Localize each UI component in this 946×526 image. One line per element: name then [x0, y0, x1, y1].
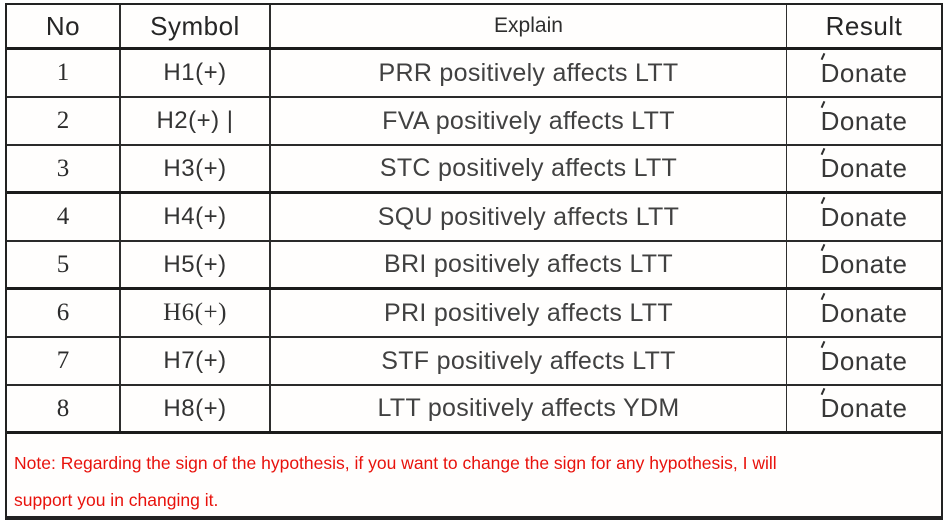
table-row: 1 H1(+) PRR positively affects LTT Donat… [7, 50, 941, 98]
cell-result: Donate [787, 242, 941, 287]
cell-result: Donate [787, 338, 941, 384]
hypothesis-result: Donate [820, 57, 908, 88]
note-section: Note: Regarding the sign of the hypothes… [7, 434, 941, 519]
header-explain-label: Explain [494, 14, 563, 37]
cell-no: 5 [7, 242, 121, 287]
table-header-row: No Symbol Explain Result [7, 5, 941, 50]
hypothesis-result: Donate [820, 297, 908, 328]
table-row: 2 H2(+) | FVA positively affects LTT Don… [7, 98, 941, 146]
cell-no: 6 [7, 290, 121, 336]
row-number: 8 [56, 394, 70, 422]
cell-result: Donate [787, 146, 941, 191]
cell-symbol: H3(+) [121, 146, 271, 191]
hypothesis-symbol: H3(+) [163, 154, 227, 182]
hypothesis-result: Donate [820, 249, 908, 279]
cell-no: 8 [7, 386, 121, 431]
hypothesis-symbol: H5(+) [163, 250, 227, 278]
header-cell-symbol: Symbol [121, 5, 271, 47]
hypothesis-explain: SQU positively affects LTT [377, 202, 680, 231]
cell-explain: SQU positively affects LTT [271, 194, 787, 240]
hypothesis-explain: PRI positively affects LTT [384, 298, 673, 327]
hypothesis-symbol: H2(+) | [156, 107, 234, 134]
cell-no: 7 [7, 338, 121, 384]
cell-explain: PRR positively affects LTT [271, 50, 787, 96]
cell-explain: PRI positively affects LTT [271, 290, 787, 336]
hypothesis-symbol: H6(+) [163, 299, 227, 326]
hypothesis-symbol: H1(+) [163, 59, 227, 86]
hypothesis-result: Donate [820, 201, 908, 232]
cell-result: Donate [787, 194, 941, 240]
header-cell-explain: Explain [271, 5, 787, 47]
header-result-label: Result [825, 10, 903, 41]
hypothesis-result: Donate [820, 153, 908, 183]
cell-symbol: H6(+) [121, 290, 271, 336]
cell-explain: LTT positively affects YDM [271, 386, 787, 431]
table-row: 5 H5(+) BRI positively affects LTT Donat… [7, 242, 941, 290]
cell-explain: STC positively affects LTT [271, 146, 787, 191]
header-cell-no: No [7, 5, 121, 47]
header-symbol-label: Symbol [150, 10, 240, 41]
hypothesis-result: Donate [820, 105, 908, 136]
cell-symbol: H4(+) [121, 194, 271, 240]
cell-explain: STF positively affects LTT [271, 338, 787, 384]
cell-symbol: H1(+) [121, 50, 271, 96]
table-row: 6 H6(+) PRI positively affects LTT Donat… [7, 290, 941, 338]
table-row: 3 H3(+) STC positively affects LTT Donat… [7, 146, 941, 194]
header-no-label: No [45, 10, 81, 41]
hypothesis-symbol: H4(+) [163, 203, 227, 230]
cell-no: 3 [7, 146, 121, 191]
hypothesis-symbol: H7(+) [163, 347, 227, 374]
cell-result: Donate [787, 50, 941, 96]
row-number: 5 [56, 250, 70, 278]
hypothesis-symbol: H8(+) [163, 394, 227, 422]
row-number: 2 [56, 107, 70, 134]
row-number: 6 [56, 299, 70, 326]
hypothesis-explain: LTT positively affects YDM [377, 394, 680, 422]
hypothesis-explain: STF positively affects LTT [381, 346, 676, 375]
note-line-1: Note: Regarding the sign of the hypothes… [14, 453, 777, 473]
hypothesis-result: Donate [820, 393, 908, 423]
cell-explain: BRI positively affects LTT [271, 242, 787, 287]
cell-explain: FVA positively affects LTT [271, 98, 787, 144]
hypotheses-table: No Symbol Explain Result 1 H1(+) PRR pos… [5, 3, 943, 520]
cell-result: Donate [787, 98, 941, 144]
cell-result: Donate [787, 290, 941, 336]
table-row: 4 H4(+) SQU positively affects LTT Donat… [7, 194, 941, 242]
hypothesis-result: Donate [820, 345, 908, 376]
table-row: 7 H7(+) STF positively affects LTT Donat… [7, 338, 941, 386]
cell-symbol: H7(+) [121, 338, 271, 384]
row-number: 1 [56, 59, 70, 86]
cell-no: 1 [7, 50, 121, 96]
hypothesis-explain: FVA positively affects LTT [382, 106, 675, 135]
table-row: 8 H8(+) LTT positively affects YDM Donat… [7, 386, 941, 434]
cell-symbol: H8(+) [121, 386, 271, 431]
cell-no: 4 [7, 194, 121, 240]
hypothesis-explain: PRR positively affects LTT [378, 58, 679, 87]
cell-symbol: H2(+) | [121, 98, 271, 144]
header-cell-result: Result [787, 5, 941, 47]
cell-symbol: H5(+) [121, 242, 271, 287]
cell-no: 2 [7, 98, 121, 144]
hypothesis-explain: BRI positively affects LTT [384, 250, 673, 278]
row-number: 3 [56, 154, 70, 182]
row-number: 4 [56, 203, 70, 230]
cell-result: Donate [787, 386, 941, 431]
row-number: 7 [56, 347, 70, 374]
hypothesis-explain: STC positively affects LTT [379, 154, 678, 182]
note-line-2: support you in changing it. [14, 490, 219, 510]
